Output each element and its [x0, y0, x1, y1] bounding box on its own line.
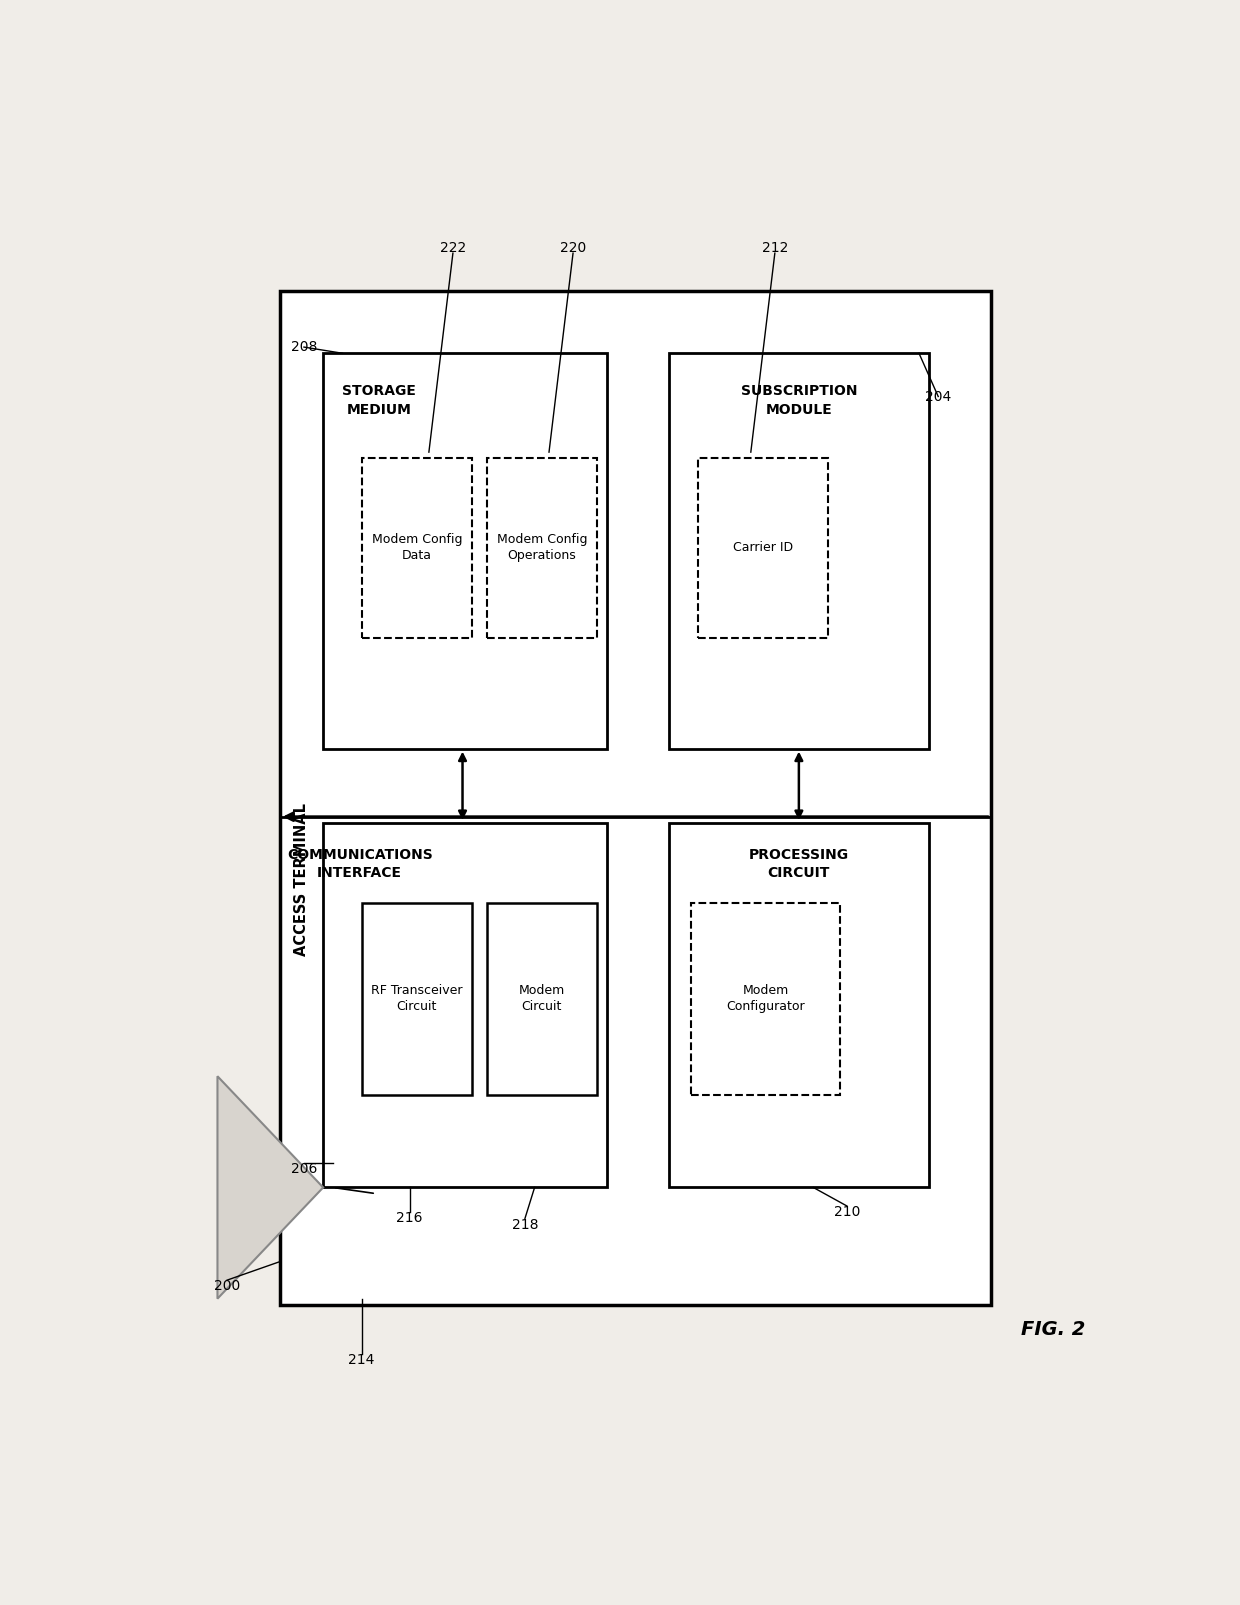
- Text: RF Transceiver
Circuit: RF Transceiver Circuit: [371, 984, 463, 1013]
- Bar: [324, 353, 606, 748]
- Text: FIG. 2: FIG. 2: [1022, 1319, 1086, 1339]
- Bar: [324, 823, 606, 1188]
- Text: 222: 222: [440, 241, 466, 255]
- Bar: [280, 292, 991, 1305]
- Text: 206: 206: [290, 1162, 317, 1176]
- Text: 204: 204: [925, 390, 951, 403]
- Bar: [691, 904, 841, 1095]
- Text: 218: 218: [512, 1218, 538, 1231]
- Polygon shape: [217, 1077, 324, 1298]
- Text: PROCESSING
CIRCUIT: PROCESSING CIRCUIT: [749, 847, 849, 880]
- Text: Modem Config
Data: Modem Config Data: [372, 533, 463, 562]
- Text: 214: 214: [348, 1353, 374, 1367]
- Text: Carrier ID: Carrier ID: [733, 541, 792, 554]
- Text: 200: 200: [215, 1279, 241, 1294]
- Bar: [486, 904, 596, 1095]
- Text: ACCESS TERMINAL: ACCESS TERMINAL: [294, 802, 309, 955]
- Bar: [670, 353, 929, 748]
- Bar: [670, 823, 929, 1188]
- Bar: [362, 459, 472, 637]
- Text: Modem Config
Operations: Modem Config Operations: [496, 533, 587, 562]
- Text: 210: 210: [833, 1205, 861, 1220]
- Text: 208: 208: [290, 340, 317, 355]
- Text: Modem
Configurator: Modem Configurator: [727, 984, 805, 1013]
- Bar: [362, 904, 472, 1095]
- Text: COMMUNICATIONS
INTERFACE: COMMUNICATIONS INTERFACE: [286, 847, 433, 880]
- Text: STORAGE
MEDIUM: STORAGE MEDIUM: [342, 384, 415, 417]
- Bar: [698, 459, 828, 637]
- Text: 220: 220: [560, 241, 587, 255]
- Text: Modem
Circuit: Modem Circuit: [518, 984, 565, 1013]
- Text: 212: 212: [761, 241, 789, 255]
- Text: SUBSCRIPTION
MODULE: SUBSCRIPTION MODULE: [740, 384, 857, 417]
- Text: 216: 216: [397, 1212, 423, 1225]
- Bar: [486, 459, 596, 637]
